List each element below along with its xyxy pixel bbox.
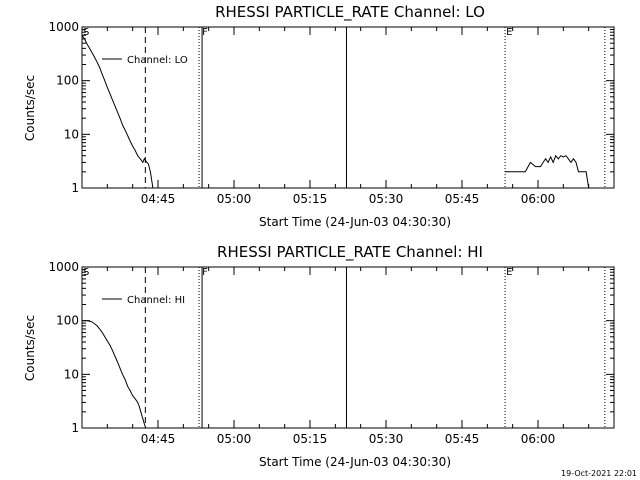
x-tick-label: 06:00 [521,432,556,446]
y-axis-label: Counts/sec [23,315,37,381]
plot-frame [81,266,615,429]
footer-timestamp: 19-Oct-2021 22:01 [561,469,637,478]
y-tick-label: 1000 [48,20,79,34]
data-series-line [82,320,147,429]
marker-label: S [83,27,89,38]
y-tick-label: 1 [71,421,79,435]
chart-title: RHESSI PARTICLE_RATE Channel: HI [217,243,483,262]
x-tick-label: 05:15 [293,432,328,446]
x-axis-label: Start Time (24-Jun-03 04:30:30) [259,455,451,469]
x-tick-label: 04:45 [141,432,176,446]
panel-channel-lo: RHESSI PARTICLE_RATE Channel: LO Start T… [23,3,615,229]
legend-label: Channel: LO [127,55,188,66]
y-tick-label: 10 [64,367,79,381]
marker-label: S [83,267,89,278]
x-tick-label: 05:30 [369,432,404,446]
marker-label: E [506,267,512,278]
chart-title: RHESSI PARTICLE_RATE Channel: LO [215,3,485,22]
y-tick-label: 1000 [48,260,79,274]
panel-channel-hi: RHESSI PARTICLE_RATE Channel: HI Start T… [23,243,615,469]
x-axis-label: Start Time (24-Jun-03 04:30:30) [259,215,451,229]
x-tick-label: 05:45 [445,432,480,446]
x-tick-label: 05:00 [217,192,252,206]
y-tick-label: 100 [56,74,79,88]
x-tick-label: 05:30 [369,192,404,206]
legend-label: Channel: HI [127,295,185,306]
marker-label: F [202,27,208,38]
data-series-line [505,154,604,189]
x-tick-label: 05:45 [445,192,480,206]
y-tick-label: 1 [71,181,79,195]
x-tick-label: 06:00 [521,192,556,206]
x-tick-label: 05:00 [217,432,252,446]
marker-label: E [506,27,512,38]
y-axis-label: Counts/sec [23,75,37,141]
x-tick-label: 04:45 [141,192,176,206]
y-tick-label: 10 [64,127,79,141]
x-tick-label: 05:15 [293,192,328,206]
data-series-line [81,35,154,189]
marker-label: F [202,267,208,278]
plot-frame [81,26,615,189]
y-tick-label: 100 [56,314,79,328]
